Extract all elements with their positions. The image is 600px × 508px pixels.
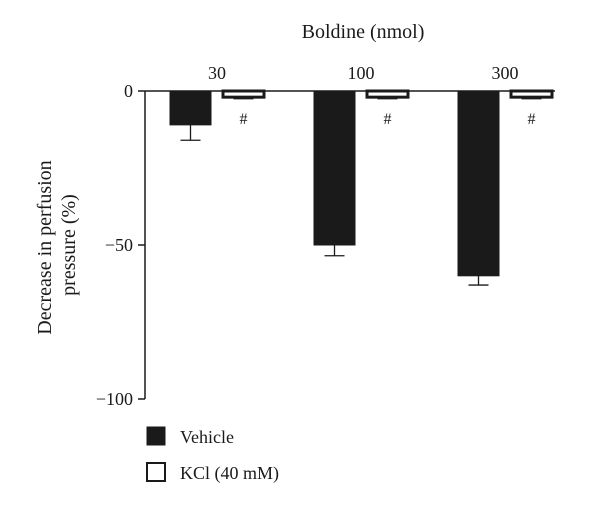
kcl-bar xyxy=(365,89,410,99)
significance-marker: # xyxy=(240,111,248,128)
y-axis-label-line-1: Decrease in perfusion xyxy=(34,160,56,334)
vehicle-bar xyxy=(457,90,500,277)
significance-marker: # xyxy=(384,111,392,128)
y-tick-label: −100 xyxy=(96,389,133,409)
kcl-bar xyxy=(509,89,554,99)
y-axis-label: Decrease in perfusion pressure (%) xyxy=(34,155,80,334)
x-category-label: 100 xyxy=(348,63,375,83)
legend-swatch xyxy=(146,462,166,482)
kcl-bar xyxy=(221,89,266,99)
x-category-label: 300 xyxy=(492,63,519,83)
y-tick-label: −50 xyxy=(105,235,133,255)
x-category-label: 30 xyxy=(208,63,226,83)
vehicle-bar xyxy=(313,90,356,246)
y-axis-label-line-2: pressure (%) xyxy=(58,194,80,296)
chart-title: Boldine (nmol) xyxy=(302,21,425,43)
legend-swatch xyxy=(146,426,166,446)
vehicle-bar xyxy=(169,90,212,126)
legend-label: Vehicle xyxy=(180,427,234,447)
y-tick-label: 0 xyxy=(124,81,133,101)
legend-label: KCl (40 mM) xyxy=(180,463,279,484)
significance-marker: # xyxy=(528,111,536,128)
